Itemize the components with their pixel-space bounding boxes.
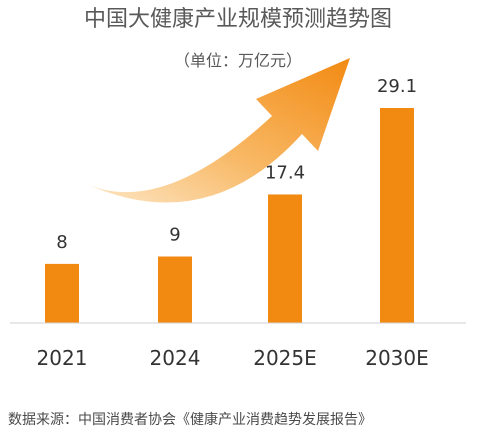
x-tick-label-2025E: 2025E	[253, 346, 317, 370]
bar-2021	[45, 263, 79, 323]
value-label-2025E: 17.4	[265, 162, 305, 183]
trend-arrow-icon	[82, 58, 350, 203]
value-label-2024: 9	[169, 225, 180, 246]
chart-subtitle: （单位：万亿元）	[174, 51, 302, 70]
x-tick-label-2024: 2024	[150, 346, 201, 370]
x-tick-label-2021: 2021	[37, 346, 88, 370]
source-note: 数据来源：中国消费者协会《健康产业消费趋势发展报告》	[8, 411, 372, 428]
x-tick-labels-group: 2021 2024 2025E 2030E	[37, 346, 429, 370]
bar-2025E	[268, 194, 302, 323]
bars-group	[45, 108, 414, 323]
chart-title: 中国大健康产业规模预测趋势图	[84, 7, 392, 32]
bar-2030E	[380, 108, 414, 323]
x-tick-label-2030E: 2030E	[365, 346, 429, 370]
value-label-2030E: 29.1	[377, 76, 417, 97]
bar-2024	[158, 256, 192, 323]
value-labels-group: 8 9 17.4 29.1	[56, 76, 417, 253]
value-label-2021: 8	[56, 232, 67, 253]
